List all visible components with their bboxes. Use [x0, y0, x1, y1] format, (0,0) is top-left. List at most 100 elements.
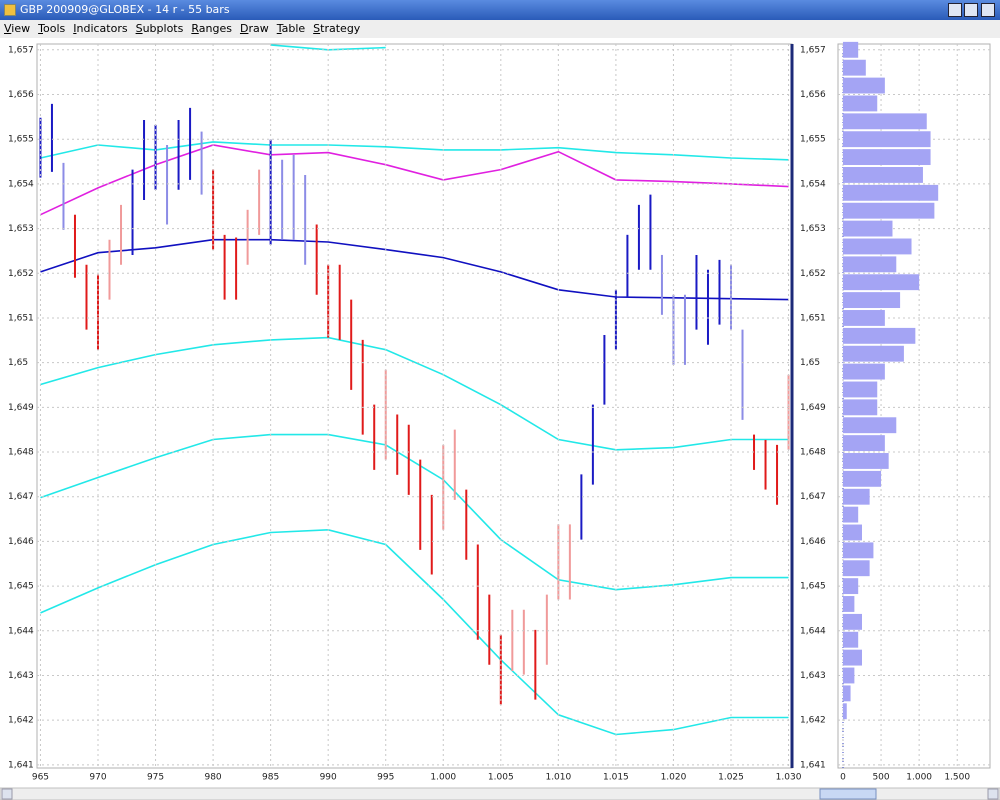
y-tick-label: 1,648	[800, 448, 826, 458]
y-tick-label: 1,654	[8, 179, 34, 189]
volume-bar	[842, 310, 885, 326]
app-icon	[4, 4, 16, 16]
menu-item[interactable]: Draw	[239, 22, 269, 35]
volume-bar	[842, 506, 859, 523]
x-tick-label: 995	[377, 773, 394, 783]
volume-bar	[842, 667, 855, 684]
volume-bar	[842, 41, 859, 58]
y-tick-label: 1,651	[800, 313, 826, 323]
menu-item[interactable]: Indicators	[73, 22, 128, 35]
volume-bar	[842, 363, 885, 380]
y-tick-label: 1,653	[800, 224, 826, 234]
y-tick-label: 1,647	[8, 492, 34, 502]
x-tick-label: 965	[32, 773, 49, 783]
volume-bar	[842, 560, 870, 577]
indicator-line	[40, 238, 789, 301]
scroll-right[interactable]	[987, 788, 999, 800]
y-tick-label: 1,648	[8, 448, 34, 458]
menu-bar: View Tools Indicators Subplots Ranges Draw Tab…	[0, 20, 1000, 38]
x-tick-label: 985	[262, 773, 279, 783]
x-tick-label: 990	[320, 773, 337, 783]
volume-bar	[842, 238, 912, 255]
y-tick-label: 1,65	[8, 358, 28, 368]
volume-bar	[842, 167, 923, 183]
volume-bar	[842, 149, 931, 166]
y-tick-label: 1,643	[8, 671, 34, 681]
y-tick-label: 1,655	[8, 135, 34, 145]
y-tick-label: 1,651	[8, 313, 34, 323]
y-tick-label: 1,657	[8, 45, 34, 55]
menu-item[interactable]: Strategy	[313, 22, 361, 35]
volume-bar	[842, 77, 885, 94]
y-tick-label: 1,644	[800, 626, 826, 636]
x-tick-label: 1.000	[906, 773, 932, 783]
y-tick-label: 1,656	[8, 90, 34, 100]
scroll-left[interactable]	[1, 788, 13, 800]
x-tick-label: 975	[147, 773, 164, 783]
volume-bar	[842, 220, 893, 237]
volume-bar	[842, 417, 897, 434]
x-tick-label: 1.025	[718, 773, 744, 783]
volume-bar	[842, 274, 920, 291]
window-title: GBP 200909@GLOBEX - 14 r - 55 bars	[20, 3, 230, 16]
volume-bar	[842, 435, 885, 452]
volume-bar	[842, 524, 862, 541]
volume-bar	[842, 256, 897, 273]
x-tick-label: 1.010	[545, 773, 571, 783]
minimize-button[interactable]	[948, 3, 962, 17]
indicator-line	[40, 141, 789, 161]
y-tick-label: 1,645	[800, 582, 826, 592]
x-tick-label: 1.005	[488, 773, 514, 783]
y-tick-label: 1,652	[800, 269, 826, 279]
y-tick-label: 1,645	[8, 582, 34, 592]
volume-bar	[842, 131, 931, 148]
volume-bar	[842, 345, 904, 362]
volume-bar	[842, 488, 870, 505]
y-tick-label: 1,647	[800, 492, 826, 502]
y-tick-label: 1,654	[800, 179, 826, 189]
volume-bar	[842, 292, 901, 309]
volume-bar	[842, 685, 851, 702]
indicator-line	[40, 528, 789, 736]
y-tick-label: 1,643	[800, 671, 826, 681]
volume-bar	[842, 202, 935, 219]
y-tick-label: 1,656	[800, 90, 826, 100]
x-tick-label: 1.015	[603, 773, 629, 783]
x-tick-label: 0	[840, 773, 846, 783]
menu-item[interactable]: Ranges	[191, 22, 232, 35]
x-tick-label: 500	[872, 773, 889, 783]
x-tick-label: 1.500	[944, 773, 970, 783]
volume-bar	[842, 542, 874, 559]
y-tick-label: 1,652	[8, 269, 34, 279]
y-tick-label: 1,644	[8, 626, 34, 636]
volume-bar	[842, 95, 878, 112]
volume-bar	[842, 703, 847, 720]
volume-bar	[842, 453, 889, 469]
x-tick-label: 1.000	[430, 773, 456, 783]
volume-bar	[842, 631, 859, 648]
x-tick-label: 980	[204, 773, 221, 783]
volume-bar	[842, 399, 878, 416]
y-tick-label: 1,649	[800, 403, 826, 413]
scrollbar[interactable]	[0, 787, 1000, 800]
y-tick-label: 1,641	[800, 760, 826, 770]
indicator-line	[40, 144, 789, 216]
menu-item[interactable]: Subplots	[135, 22, 184, 35]
menu-item[interactable]: Table	[276, 22, 306, 35]
menu-item[interactable]: Tools	[38, 22, 66, 35]
menu-item[interactable]: View	[4, 22, 31, 35]
x-tick-label: 1.020	[661, 773, 687, 783]
volume-bar	[842, 381, 878, 398]
title-bar: GBP 200909@GLOBEX - 14 r - 55 bars	[0, 0, 1000, 20]
volume-bar	[842, 470, 882, 487]
scroll-thumb[interactable]	[819, 788, 877, 800]
close-button[interactable]	[981, 3, 995, 17]
y-tick-label: 1,657	[800, 45, 826, 55]
y-tick-label: 1,642	[8, 716, 34, 726]
x-tick-label: 1.030	[776, 773, 802, 783]
y-tick-label: 1,641	[8, 760, 34, 770]
maximize-button[interactable]	[964, 3, 978, 17]
volume-bar	[842, 613, 862, 630]
